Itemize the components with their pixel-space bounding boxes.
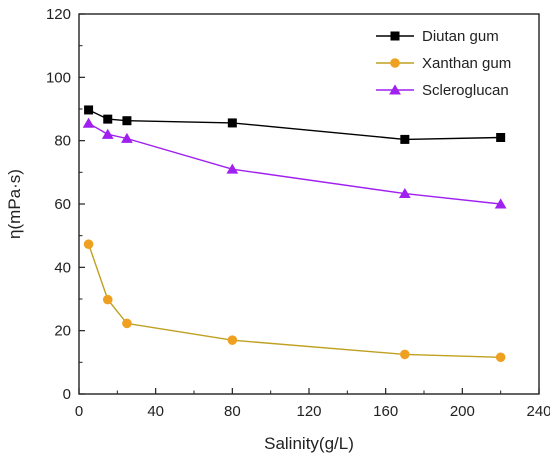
series-line-xanthan-gum [87, 243, 501, 358]
data-point-xanthan-gum [400, 349, 410, 360]
data-point-scleroglucan [226, 163, 239, 174]
x-tick-label: 240 [526, 403, 550, 420]
y-axis-title: η(mPa·s) [5, 169, 24, 239]
legend-item-scleroglucan: Scleroglucan [376, 82, 509, 99]
data-point-diutan-gum [400, 134, 410, 144]
axis-ticks: 0 40 80 120 160 200 240 0 20 40 60 80 100 120 [46, 6, 550, 420]
series-xanthan-gum [83, 239, 506, 363]
data-point-diutan-gum [122, 116, 132, 126]
y-tick-label: 0 [63, 386, 71, 403]
data-point-scleroglucan [121, 132, 133, 143]
y-tick-label: 120 [46, 6, 71, 23]
legend-marker [389, 84, 401, 95]
data-point-scleroglucan [494, 198, 507, 209]
x-tick-label: 80 [224, 403, 241, 420]
data-point-xanthan-gum [102, 294, 113, 305]
x-tick-label: 160 [373, 403, 398, 420]
series-scleroglucan [82, 117, 507, 209]
x-axis-title: Salinity(g/L) [264, 434, 354, 453]
legend-item-diutan-gum: Diutan gum [376, 28, 499, 45]
legend-marker [390, 58, 400, 68]
legend: Diutan gum Xanthan gum Scleroglucan [376, 28, 511, 99]
data-point-xanthan-gum [122, 318, 132, 329]
legend-label: Diutan gum [422, 28, 499, 45]
y-tick-label: 20 [54, 323, 71, 340]
series-line-scleroglucan [88, 122, 501, 205]
x-tick-label: 40 [147, 403, 164, 420]
y-tick-label: 40 [54, 259, 71, 276]
x-tick-label: 0 [75, 403, 83, 420]
x-tick-label: 200 [450, 403, 475, 420]
data-point-diutan-gum [227, 118, 237, 128]
legend-marker [390, 31, 400, 41]
y-tick-label: 60 [54, 196, 71, 213]
x-tick-label: 120 [296, 403, 321, 420]
legend-label: Xanthan gum [422, 55, 511, 72]
series-layer [82, 105, 507, 363]
data-point-xanthan-gum [495, 352, 506, 363]
data-point-diutan-gum [84, 105, 94, 115]
series-diutan-gum [84, 105, 506, 144]
series-line-diutan-gum [88, 109, 501, 141]
data-point-diutan-gum [103, 114, 113, 124]
data-point-xanthan-gum [83, 239, 94, 250]
y-tick-label: 100 [46, 69, 71, 86]
y-tick-label: 80 [54, 133, 71, 150]
legend-item-xanthan-gum: Xanthan gum [376, 55, 511, 72]
data-point-diutan-gum [496, 133, 506, 142]
data-point-scleroglucan [398, 187, 411, 199]
data-point-xanthan-gum [227, 335, 238, 345]
data-point-scleroglucan [101, 128, 114, 139]
data-point-scleroglucan [82, 117, 95, 128]
legend-label: Scleroglucan [422, 82, 509, 99]
